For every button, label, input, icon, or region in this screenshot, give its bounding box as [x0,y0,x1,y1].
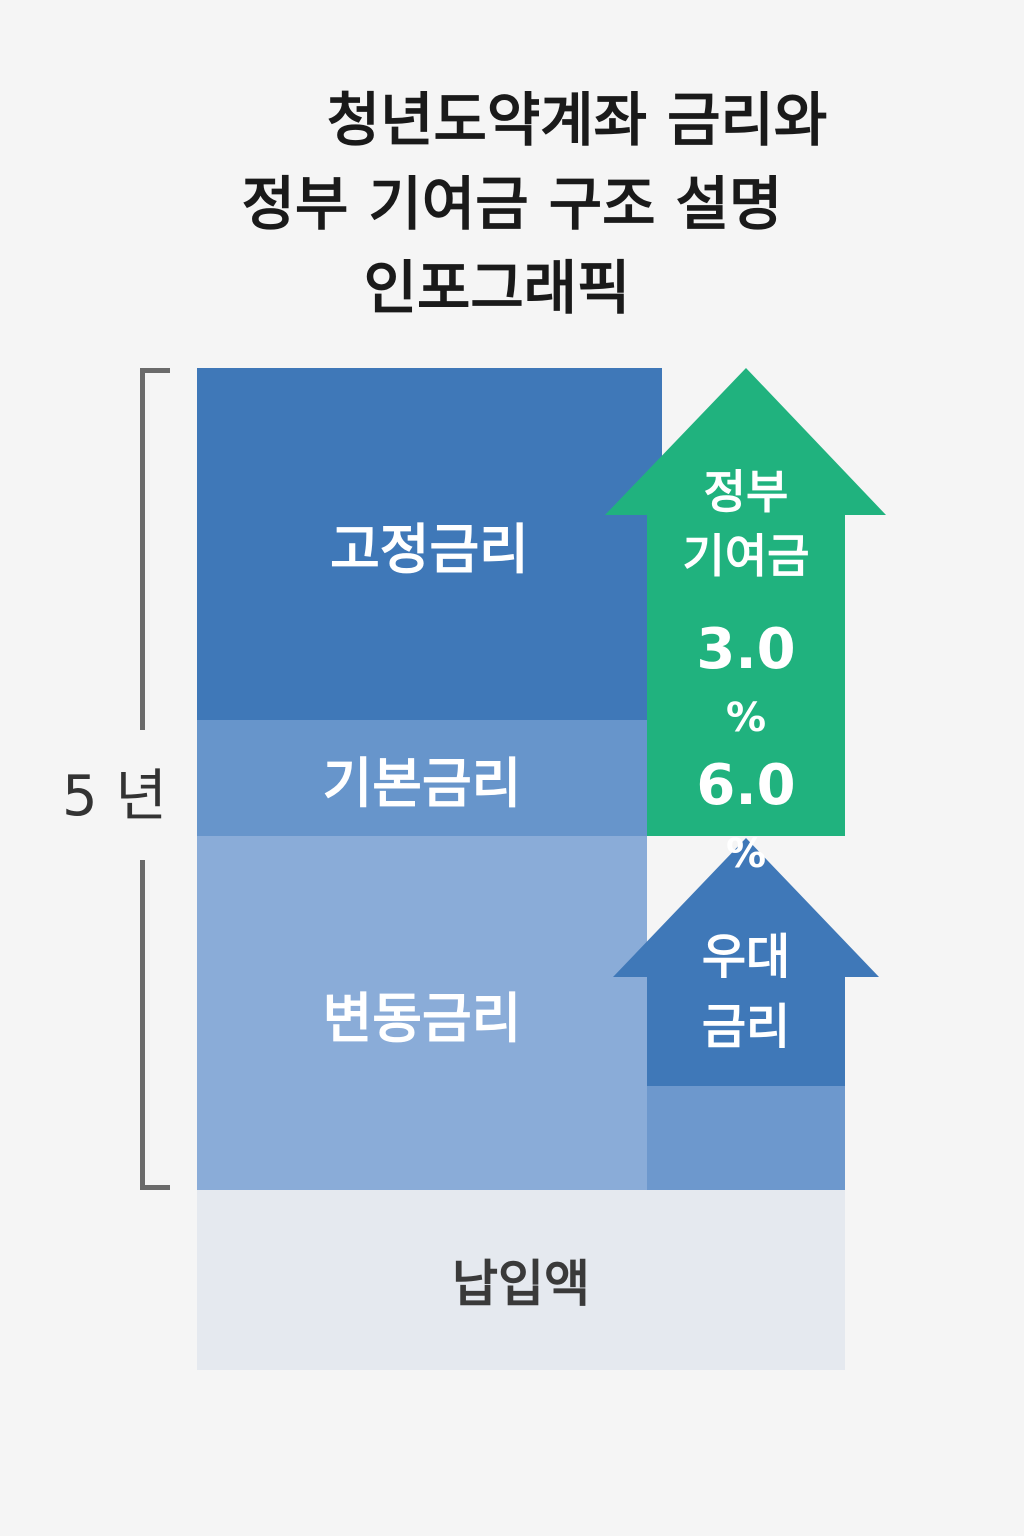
gov-rate-2: 6.0% [647,752,845,888]
variable-rate-block: 변동금리 [197,836,647,1190]
preferential-rate-arrow [613,838,879,1086]
base-rate-label: 기본금리 [322,751,522,815]
gov-rate-1-value: 3.0 [696,617,796,682]
page-title: 청년도약계좌 금리와 정부 기여금 구조 설명 인포그래픽 [0,78,1024,330]
gov-label-line-2: 기여금 [682,529,810,583]
preferential-rate-label: 우대 금리 [647,922,845,1062]
government-contribution-arrow [605,368,886,836]
title-line-2: 정부 기여금 구조 설명 [241,170,783,238]
title-line-3: 인포그래픽 [363,254,631,322]
deposit-block: 납입액 [197,1190,845,1370]
gov-rate-1-unit: % [725,695,767,741]
period-bracket-top [140,368,170,730]
base-rate-block: 기본금리 [197,720,647,836]
period-label: 5 년 [62,764,167,829]
gov-label-line-1: 정부 [703,465,789,519]
pref-label-line-2: 금리 [701,999,791,1055]
title-line-1: 청년도약계좌 금리와 [326,86,828,154]
preferential-base-block [647,1086,845,1190]
government-contribution-label: 정부 기여금 [647,460,845,588]
gov-rate-2-value: 6.0 [696,753,796,818]
gov-rate-2-unit: % [725,831,767,877]
variable-rate-label: 변동금리 [322,986,522,1050]
fixed-rate-label: 고정금리 [330,517,529,581]
period-bracket-bottom [140,860,170,1190]
fixed-rate-block: 고정금리 [197,368,662,720]
government-contribution-rates: 3.0% 6.0% [647,616,845,888]
deposit-label: 납입액 [452,1255,590,1313]
gov-rate-1: 3.0% [647,616,845,752]
pref-label-line-1: 우대 [701,929,791,985]
